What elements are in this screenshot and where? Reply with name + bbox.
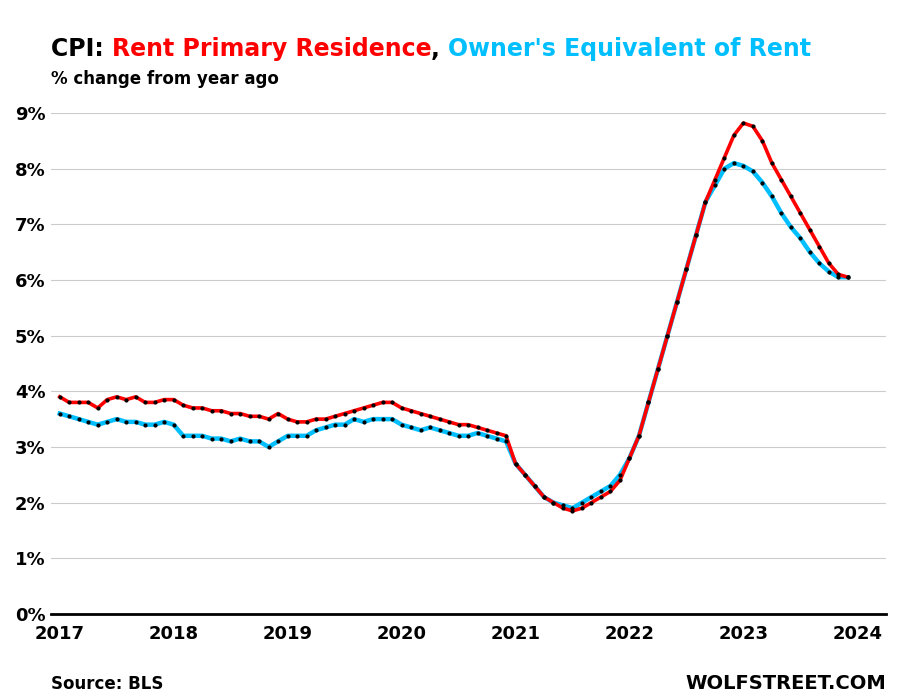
Text: Owner's Equivalent of Rent: Owner's Equivalent of Rent: [448, 36, 812, 60]
Text: WOLFSTREET.COM: WOLFSTREET.COM: [686, 674, 886, 693]
Text: % change from year ago: % change from year ago: [51, 71, 279, 88]
Text: Source: BLS: Source: BLS: [51, 675, 163, 693]
Text: ,: ,: [431, 36, 448, 60]
Text: CPI:: CPI:: [51, 36, 112, 60]
Text: Rent Primary Residence: Rent Primary Residence: [112, 36, 431, 60]
